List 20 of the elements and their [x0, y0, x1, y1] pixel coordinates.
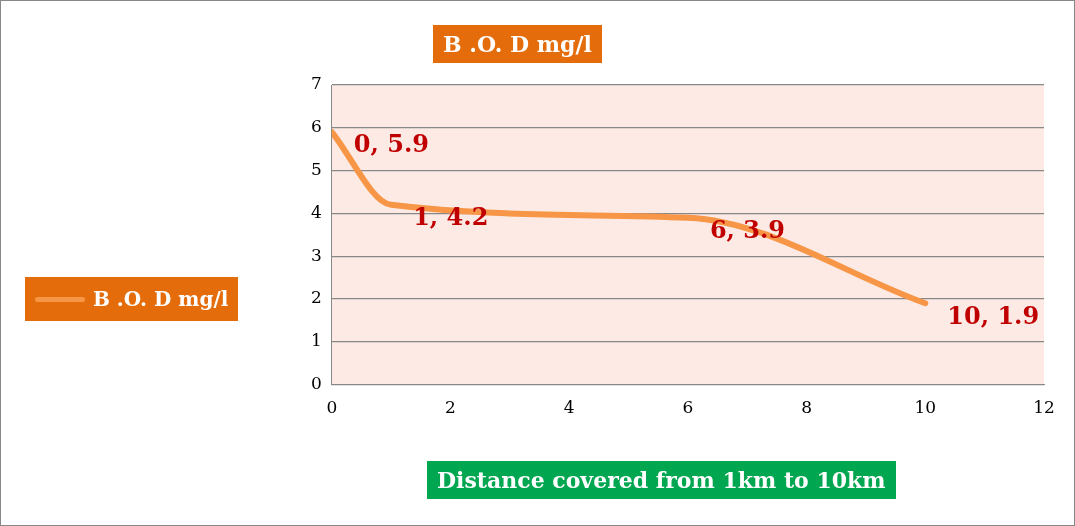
y-tick-label: 3 — [310, 244, 322, 265]
chart-title: B .O. D mg/l — [433, 25, 602, 63]
y-tick-label: 0 — [310, 373, 322, 394]
x-tick-label: 0 — [326, 397, 338, 418]
legend-label: B .O. D mg/l — [93, 287, 229, 311]
x-tick-label: 8 — [801, 397, 813, 418]
y-tick-label: 7 — [310, 73, 322, 94]
x-tick-label: 6 — [682, 397, 694, 418]
x-tick-label: 12 — [1033, 397, 1055, 418]
x-tick-label: 2 — [445, 397, 456, 418]
x-tick-label: 10 — [914, 397, 937, 418]
y-tick-label: 1 — [310, 330, 322, 351]
data-label: 10, 1.9 — [947, 300, 1040, 330]
y-tick-label: 2 — [310, 287, 322, 308]
y-tick-label: 5 — [310, 159, 322, 180]
y-tick-label: 6 — [310, 116, 322, 137]
data-label: 0, 5.9 — [353, 129, 429, 159]
x-axis-title: Distance covered from 1km to 10km — [427, 461, 896, 499]
x-tick-label: 4 — [563, 397, 575, 418]
y-tick-label: 4 — [310, 201, 322, 222]
